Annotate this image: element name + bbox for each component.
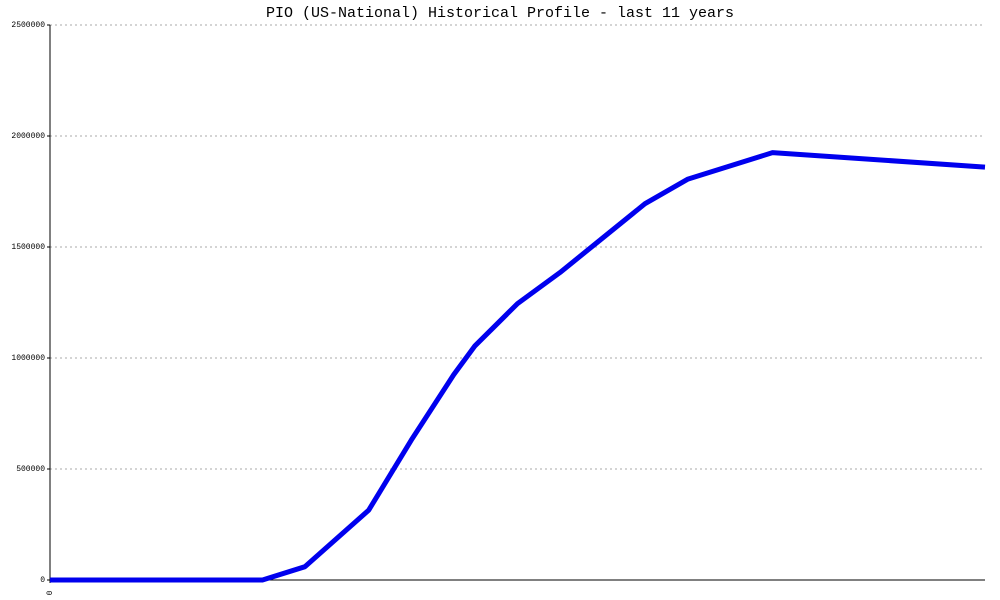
y-tick-label: 1500000 — [11, 243, 45, 252]
y-tick-label: 0 — [40, 576, 45, 585]
x-tick-label: 0 — [46, 590, 55, 595]
y-tick-label: 1000000 — [11, 354, 45, 363]
y-tick-label: 2500000 — [11, 21, 45, 30]
chart-title: PIO (US-National) Historical Profile - l… — [266, 5, 734, 22]
y-tick-label: 500000 — [16, 465, 45, 474]
line-series — [50, 150, 986, 583]
y-tick-label: 2000000 — [11, 132, 45, 141]
